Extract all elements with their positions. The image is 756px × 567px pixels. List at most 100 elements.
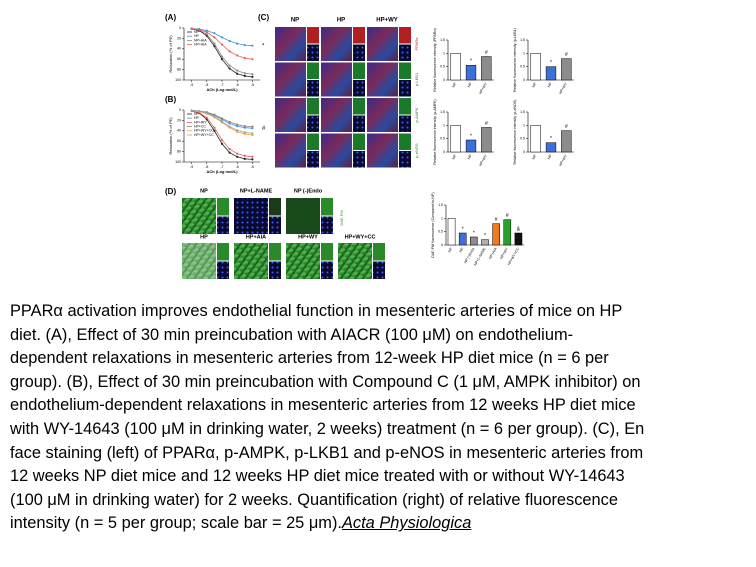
significance-marker: # xyxy=(565,52,568,58)
x-tick-label: -7 xyxy=(220,83,223,87)
column-label: NP xyxy=(200,188,208,194)
bar xyxy=(465,139,477,153)
caption-line: group). (B), Effect of 30 min preincubat… xyxy=(10,372,640,392)
data-point xyxy=(213,115,216,118)
bar xyxy=(465,65,477,81)
data-point xyxy=(236,152,239,155)
micrograph-inset xyxy=(373,243,385,261)
micrograph xyxy=(367,133,398,168)
micrograph-inset xyxy=(307,62,319,79)
y-tick-label: 0 xyxy=(443,78,445,82)
column-label: HP+WY xyxy=(376,18,398,24)
caption-line: with WY-14643 (100 μM in drinking water,… xyxy=(10,419,644,439)
y-tick-label: 80 xyxy=(177,150,181,154)
data-point xyxy=(236,123,239,126)
caption-text: face staining (left) of PPARα, p-AMPK, p… xyxy=(10,443,644,462)
micrograph xyxy=(338,243,372,279)
micrograph-inset xyxy=(321,261,333,279)
data-point xyxy=(228,151,231,154)
x-tick-label: HP+WY+CC xyxy=(507,247,521,266)
legend-label: NP xyxy=(194,112,200,116)
significance-marker: * xyxy=(484,233,486,239)
x-tick-label: -7 xyxy=(220,165,223,169)
caption-text: 12 weeks NP diet mice and 12 weeks HP di… xyxy=(10,467,625,486)
caption-text: with WY-14643 (100 μM in drinking water,… xyxy=(10,420,645,438)
data-point xyxy=(220,36,224,39)
y-tick-label: 1 xyxy=(441,216,443,220)
micrograph-inset xyxy=(399,27,411,44)
y-tick-label: 100 xyxy=(175,78,181,82)
micrograph-inset xyxy=(399,80,411,97)
micrograph xyxy=(321,98,352,132)
micrograph xyxy=(286,243,320,279)
column-label: NP (-)Endo xyxy=(294,188,323,194)
y-tick-label: 40 xyxy=(177,129,181,133)
micrograph-inset xyxy=(353,133,365,150)
micrograph-inset xyxy=(353,115,365,132)
data-point xyxy=(243,131,246,134)
data-point xyxy=(228,50,231,53)
y-tick-label: 20 xyxy=(177,36,181,40)
micrograph-inset xyxy=(307,151,319,168)
bar xyxy=(458,232,467,246)
data-point xyxy=(220,117,224,120)
micrograph-inset xyxy=(269,216,281,234)
data-point xyxy=(243,157,246,160)
significance-marker: # xyxy=(506,213,509,219)
y-tick-label: 1.5 xyxy=(440,38,445,42)
row-label: p-AMPK xyxy=(414,107,419,122)
figure: (A)(B)(C)(D)NP HP HP+WYPPARαp-LKB1p-AMPKp-… xyxy=(165,13,574,279)
y-axis-label: DAF-FM fluorescence (Compared to NP) xyxy=(431,192,435,257)
caption-text: dependent relaxations in mesenteric arte… xyxy=(10,349,609,368)
bar xyxy=(545,142,557,153)
x-tick-label: NP xyxy=(531,153,537,160)
data-point xyxy=(228,120,231,124)
y-axis-label: Relative fluorescence intensity (p-AMPK) xyxy=(433,99,437,164)
data-point xyxy=(243,125,246,128)
data-point xyxy=(220,43,224,46)
micrograph-inset xyxy=(353,80,365,97)
source-link[interactable]: Acta Physiologica xyxy=(341,514,472,533)
data-point xyxy=(251,127,254,130)
micrograph-inset xyxy=(353,44,365,61)
micrograph-inset xyxy=(399,151,411,168)
data-point xyxy=(243,72,246,75)
column-label: NP xyxy=(291,18,299,24)
bar xyxy=(481,56,492,81)
bar xyxy=(561,58,572,81)
data-point xyxy=(251,158,254,161)
data-point xyxy=(190,109,193,112)
x-tick-label: -6 xyxy=(236,83,239,87)
panel-label: (A) xyxy=(165,13,176,22)
y-tick-label: 1.5 xyxy=(520,38,525,42)
data-point xyxy=(220,58,224,61)
bar xyxy=(545,66,557,81)
column-label: HP+WY+CC xyxy=(345,234,376,240)
data-point xyxy=(236,69,239,72)
x-tick-label: HP+WY xyxy=(558,153,568,166)
bar xyxy=(561,130,572,153)
data-point xyxy=(220,139,224,142)
data-point xyxy=(228,39,231,43)
significance-marker: * xyxy=(470,59,472,65)
y-tick-label: 1.5 xyxy=(520,110,525,114)
micrograph xyxy=(275,27,306,61)
x-tick-label: HP+WY xyxy=(478,81,488,94)
data-point xyxy=(251,155,254,158)
data-point xyxy=(213,129,216,132)
y-tick-label: 1.5 xyxy=(440,110,445,114)
micrograph-inset xyxy=(399,62,411,79)
data-point xyxy=(213,42,216,45)
x-tick-label: -8 xyxy=(205,83,208,87)
micrograph xyxy=(182,198,216,234)
micrograph-inset xyxy=(399,98,411,115)
data-point xyxy=(198,28,201,31)
caption-line: endothelium-dependent relaxations in mes… xyxy=(10,395,636,415)
bar xyxy=(514,232,523,246)
data-point xyxy=(228,67,231,70)
micrograph-inset xyxy=(321,198,333,216)
y-tick-label: 1 xyxy=(523,123,525,127)
micrograph-inset xyxy=(307,80,319,97)
x-tick-label: NP xyxy=(531,81,537,88)
